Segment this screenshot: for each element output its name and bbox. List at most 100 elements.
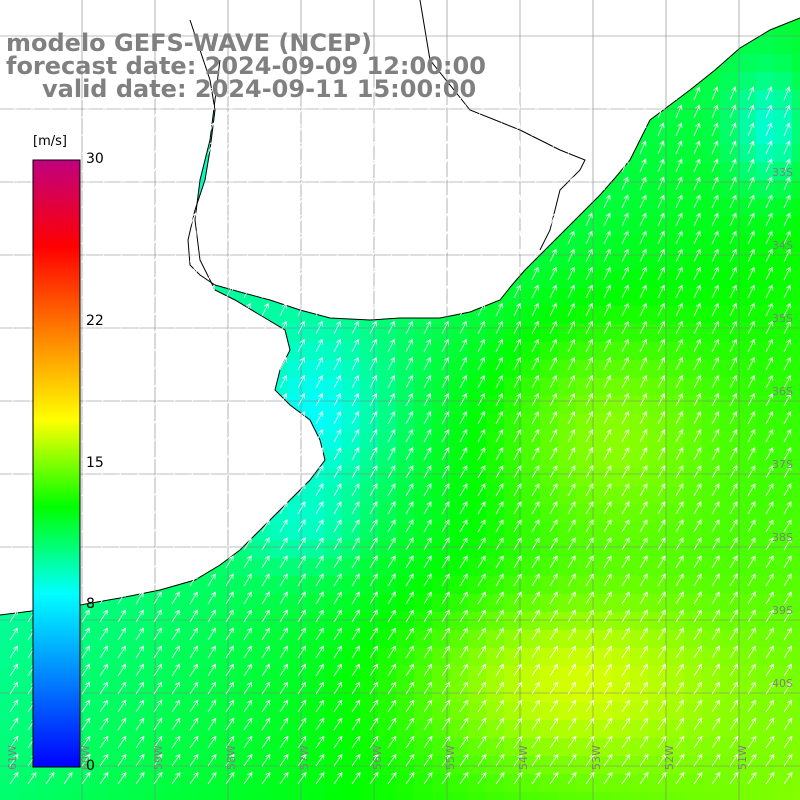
lon-label: 58W bbox=[225, 745, 238, 770]
wind-arrow bbox=[135, 501, 144, 515]
speed-cell bbox=[792, 252, 800, 270]
wind-arrow bbox=[747, 230, 755, 245]
wind-arrow bbox=[369, 537, 378, 551]
speed-cell bbox=[558, 594, 576, 612]
speed-cell bbox=[594, 540, 612, 558]
speed-cell bbox=[90, 792, 108, 800]
wind-arrow bbox=[405, 104, 413, 119]
wind-arrow bbox=[387, 609, 396, 623]
wind-arrow bbox=[549, 428, 558, 443]
speed-cell bbox=[648, 180, 666, 198]
wind-arrow bbox=[315, 483, 324, 497]
speed-cell bbox=[774, 36, 792, 54]
wind-arrow bbox=[243, 194, 251, 209]
speed-cell bbox=[612, 576, 630, 594]
wind-arrow bbox=[153, 230, 161, 245]
speed-cell bbox=[360, 612, 378, 630]
speed-cell bbox=[648, 630, 666, 648]
wind-arrow bbox=[657, 573, 666, 587]
speed-cell bbox=[630, 558, 648, 576]
wind-arrow bbox=[531, 374, 539, 389]
speed-cell bbox=[396, 522, 414, 540]
wind-arrow bbox=[171, 338, 179, 353]
wind-arrow bbox=[693, 609, 702, 623]
speed-cell bbox=[288, 630, 306, 648]
wind-arrow bbox=[495, 573, 504, 587]
wind-arrow bbox=[711, 176, 719, 191]
wind-arrow bbox=[783, 248, 791, 263]
wind-arrow bbox=[261, 699, 271, 713]
speed-cell bbox=[576, 522, 594, 540]
wind-arrow bbox=[351, 284, 359, 299]
wind-arrow bbox=[639, 392, 648, 407]
speed-cell bbox=[558, 630, 576, 648]
wind-arrow bbox=[225, 627, 234, 641]
lon-label: 52W bbox=[663, 745, 676, 770]
wind-arrow bbox=[765, 465, 774, 479]
wind-arrow bbox=[81, 501, 90, 515]
wind-arrow bbox=[477, 140, 485, 155]
wind-arrow bbox=[189, 338, 197, 353]
speed-cell bbox=[234, 630, 252, 648]
speed-cell bbox=[792, 612, 800, 630]
speed-cell bbox=[774, 234, 792, 252]
wind-arrow bbox=[423, 681, 433, 695]
wind-arrow bbox=[81, 609, 90, 623]
speed-cell bbox=[684, 432, 702, 450]
wind-arrow bbox=[441, 447, 450, 461]
wind-arrow bbox=[477, 681, 487, 695]
speed-cell bbox=[612, 324, 630, 342]
wind-arrow bbox=[603, 356, 611, 371]
speed-cell bbox=[324, 324, 342, 342]
wind-arrow bbox=[279, 627, 288, 641]
wind-arrow bbox=[189, 663, 199, 677]
wind-arrow bbox=[117, 140, 125, 155]
speed-cell bbox=[594, 522, 612, 540]
wind-arrow bbox=[153, 140, 161, 155]
wind-arrow bbox=[765, 735, 775, 749]
wind-arrow bbox=[693, 122, 701, 137]
speed-cell bbox=[504, 612, 522, 630]
speed-cell bbox=[504, 504, 522, 522]
wind-arrow bbox=[225, 104, 233, 119]
speed-cell bbox=[684, 522, 702, 540]
speed-cell bbox=[756, 360, 774, 378]
speed-cell bbox=[684, 270, 702, 288]
speed-cell bbox=[720, 540, 738, 558]
wind-arrow bbox=[765, 501, 774, 515]
wind-arrow bbox=[657, 555, 666, 569]
speed-cell bbox=[630, 324, 648, 342]
wind-arrow bbox=[351, 465, 360, 479]
wind-arrow bbox=[621, 104, 629, 119]
wind-arrow bbox=[333, 573, 342, 587]
speed-cell bbox=[54, 792, 72, 800]
speed-cell bbox=[630, 594, 648, 612]
wind-arrow bbox=[261, 302, 269, 317]
speed-cell bbox=[648, 396, 666, 414]
wind-arrow bbox=[567, 428, 576, 443]
speed-cell bbox=[450, 360, 468, 378]
speed-cell bbox=[666, 288, 684, 306]
wind-arrow bbox=[549, 104, 557, 119]
wind-arrow bbox=[693, 212, 701, 227]
wind-arrow bbox=[171, 302, 179, 317]
speed-cell bbox=[468, 342, 486, 360]
wind-arrow bbox=[585, 771, 595, 785]
wind-arrow bbox=[477, 212, 485, 227]
wind-arrow bbox=[495, 428, 504, 443]
speed-cell bbox=[252, 792, 270, 800]
speed-cell bbox=[720, 324, 738, 342]
speed-cell bbox=[468, 666, 486, 684]
wind-arrow bbox=[657, 609, 666, 623]
speed-cell bbox=[558, 432, 576, 450]
wind-arrow bbox=[261, 212, 269, 227]
speed-cell bbox=[486, 558, 504, 576]
wind-arrow bbox=[549, 483, 558, 497]
wind-arrow bbox=[261, 447, 270, 461]
wind-arrow bbox=[765, 663, 775, 677]
wind-arrow bbox=[585, 735, 595, 749]
wind-arrow bbox=[297, 555, 306, 569]
wind-arrow bbox=[675, 735, 685, 749]
speed-cell bbox=[702, 630, 720, 648]
wind-arrow bbox=[207, 519, 216, 533]
